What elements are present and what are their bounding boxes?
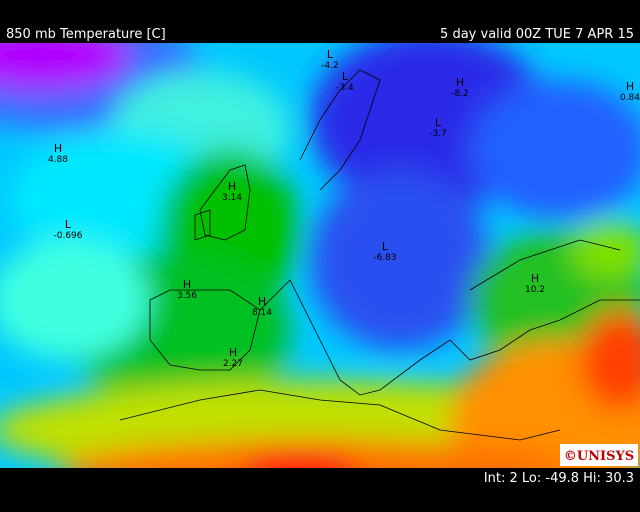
logo: ©UNISYS — [564, 449, 634, 464]
pressure-mark: H — [229, 346, 237, 359]
pressure-mark: H — [183, 278, 191, 291]
pressure-mark: H — [531, 272, 539, 285]
temperature-field — [0, 43, 640, 468]
pressure-value: 10.2 — [525, 285, 545, 295]
pressure-value: 3.14 — [222, 193, 242, 203]
pressure-value: 3.56 — [177, 291, 197, 301]
pressure-value: -3.7 — [429, 129, 447, 139]
pressure-value: 4.88 — [48, 155, 68, 165]
pressure-mark: H — [228, 180, 236, 193]
pressure-value: -3.4 — [336, 83, 354, 93]
pressure-value: 0.84 — [620, 93, 640, 103]
pressure-mark: L — [65, 218, 72, 231]
pressure-mark: H — [626, 80, 634, 93]
coastlines — [119, 69, 640, 441]
pressure-mark: L — [327, 48, 334, 61]
pressure-mark: L — [435, 116, 442, 129]
pressure-mark: H — [258, 295, 266, 308]
pressure-value: -4.2 — [321, 61, 339, 71]
pressure-mark: H — [456, 76, 464, 89]
map-title: 850 mb Temperature [C] — [6, 27, 166, 42]
stats: Int: 2 Lo: -49.8 Hi: 30.3 — [484, 471, 634, 486]
valid-time: 5 day valid 00Z TUE 7 APR 15 — [440, 27, 634, 42]
pressure-labels: L-4.2L-3.4 H-8.2H0.84L-3.7H4.88H3.14L-0.6… — [48, 48, 640, 369]
pressure-value: 2.27 — [223, 359, 243, 369]
pressure-value: -0.696 — [53, 231, 82, 241]
pressure-mark: L — [342, 70, 349, 83]
logo-box — [560, 444, 638, 466]
pressure-value: -6.83 — [373, 253, 396, 263]
pressure-mark: H — [54, 142, 62, 155]
pressure-value: 8.14 — [252, 308, 272, 318]
pressure-value: -8.2 — [451, 89, 469, 99]
pressure-mark: L — [382, 240, 389, 253]
